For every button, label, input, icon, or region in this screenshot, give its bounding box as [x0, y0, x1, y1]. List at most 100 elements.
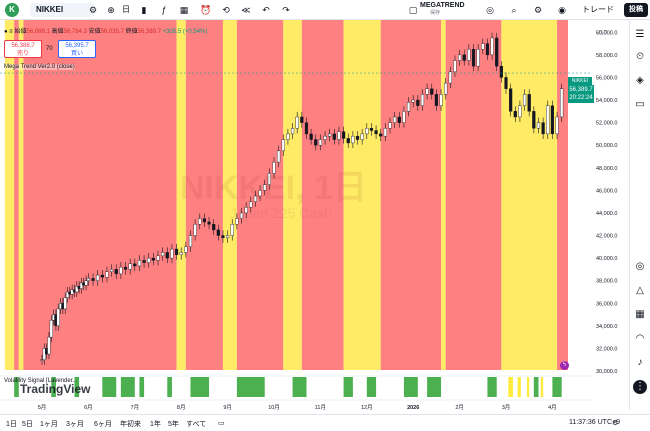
candle-body	[369, 128, 374, 131]
candle-body	[212, 224, 216, 231]
replay-icon[interactable]: ⟲	[222, 5, 230, 15]
notifications-icon[interactable]: ♪	[637, 357, 643, 368]
candle-body	[411, 99, 415, 103]
spread-value: 70	[46, 46, 53, 52]
candle-type-icon[interactable]: ▮	[141, 5, 147, 15]
candle-body	[75, 286, 79, 293]
candle-body	[434, 94, 438, 106]
last-price-time: 20:22:24	[569, 95, 593, 101]
range-5y[interactable]: 5年	[168, 421, 179, 428]
range-6m[interactable]: 6ヶ月	[94, 421, 112, 428]
signal-bar	[190, 377, 210, 397]
candle-body	[258, 190, 262, 197]
price-chart[interactable]: 60,000.0 58,000.0 56,000.0 54,000.0 52,000.0…	[0, 20, 629, 414]
layers-icon[interactable]: ◈	[636, 75, 644, 86]
sell-button[interactable]: 56,388.7 売り	[4, 40, 42, 58]
candle-body	[49, 319, 53, 338]
indicators-icon[interactable]: ƒ	[161, 5, 167, 15]
target-icon[interactable]: ◎	[635, 261, 645, 272]
signal-bar	[139, 377, 145, 397]
volatility-indicator-legend[interactable]: Volatility Signal [Lavender...	[4, 378, 78, 384]
candle-body	[360, 133, 364, 140]
signal-bar	[403, 377, 418, 397]
date-range-icon[interactable]: ▭	[218, 420, 225, 427]
candle-body	[332, 133, 336, 140]
range-ytd[interactable]: 年初来	[120, 421, 141, 428]
candle-body	[444, 82, 448, 95]
candle-body	[527, 94, 531, 112]
layout-icon[interactable]: ▦	[179, 5, 189, 15]
candle-body	[365, 128, 369, 135]
change-value: +305.5 (+0.54%)	[162, 29, 208, 35]
y-tick-label: 56,000.0	[596, 75, 617, 81]
candle-body	[439, 94, 443, 106]
x-tick-label: 9月	[223, 404, 232, 411]
alert-icon[interactable]: ⏰	[200, 5, 212, 15]
settings-icon[interactable]: ⚙	[612, 420, 619, 427]
candle-body	[495, 37, 499, 67]
symbol-search[interactable]: NIKKEI	[30, 3, 94, 17]
post-button[interactable]: 投稿	[624, 3, 648, 17]
symbol-tag: NIKKEI	[568, 77, 592, 85]
signal-bar	[102, 377, 117, 397]
range-5d[interactable]: 5日	[22, 421, 33, 428]
palette-icon[interactable]: ◎	[486, 5, 494, 15]
candle-body	[133, 263, 137, 267]
candle-body	[425, 88, 429, 95]
calendar-icon[interactable]: ▦	[635, 309, 645, 320]
candle-body	[123, 266, 128, 270]
x-tick-label: 4月	[548, 404, 557, 411]
trend-zone	[18, 20, 24, 370]
candle-body	[328, 133, 332, 137]
open-value: 56,086.1	[26, 29, 50, 35]
x-tick-label: 12月	[361, 404, 373, 411]
indicator-legend[interactable]: Mega Trend Ver2.0 (close)	[4, 64, 75, 70]
chat-icon[interactable]: ▭	[635, 99, 645, 110]
candle-body	[100, 274, 104, 278]
y-tick-label: 58,000.0	[596, 53, 617, 59]
layout-name[interactable]: MEGATREND	[420, 2, 465, 9]
broadcast-icon[interactable]: ◠	[635, 333, 645, 344]
event-flag-icon[interactable]: ϟ	[560, 361, 569, 370]
signal-bar	[51, 377, 56, 397]
x-tick-label: 10月	[268, 404, 280, 411]
interval-button[interactable]: 日	[122, 5, 130, 14]
range-all[interactable]: すべて	[186, 421, 207, 428]
buy-button[interactable]: 56,395.7 買い	[58, 40, 96, 58]
camera-icon[interactable]: ◉	[558, 5, 566, 15]
range-1y[interactable]: 1年	[150, 421, 161, 428]
candle-body	[304, 122, 309, 135]
chart-watermark-title: NIKKEI, 1日	[180, 169, 368, 207]
settings-icon[interactable]: ⚙	[533, 5, 543, 15]
signal-bar	[167, 377, 172, 397]
chevron-down-icon[interactable]: ≪	[241, 5, 251, 15]
candle-body	[96, 274, 100, 281]
eye-icon[interactable]: ≡	[9, 29, 13, 35]
redo-icon[interactable]: ↷	[282, 5, 290, 15]
signal-bar	[74, 377, 80, 397]
candle-body	[467, 49, 471, 61]
range-1d[interactable]: 1日	[6, 421, 17, 428]
candle-body	[397, 116, 401, 123]
candle-body	[420, 94, 425, 106]
logo-icon[interactable]: K	[5, 3, 19, 17]
layout-grid-icon[interactable]: ▢	[408, 5, 418, 15]
trend-zone	[23, 20, 177, 370]
compare-icon[interactable]: ⊕	[107, 5, 115, 15]
candle-body	[235, 218, 239, 225]
more-apps-icon[interactable]: ⋮	[633, 380, 647, 394]
signal-bar	[533, 377, 539, 397]
undo-icon[interactable]: ↶	[262, 5, 270, 15]
visibility-icon[interactable]: ●	[4, 29, 8, 35]
alerts-clock-icon[interactable]: ⏲	[636, 51, 644, 62]
bottom-toolbar: 1日 5日 1ヶ月 3ヶ月 6ヶ月 年初来 1年 5年 すべて ▭ 11:37:…	[0, 414, 650, 431]
candle-body	[458, 54, 462, 61]
range-3m[interactable]: 3ヶ月	[66, 421, 84, 428]
trend-zone	[501, 20, 558, 370]
settings-icon[interactable]: ⚙	[88, 5, 98, 15]
watchlist-icon[interactable]: ☰	[635, 29, 645, 40]
mountain-icon[interactable]: △	[636, 285, 644, 296]
search-icon[interactable]: ⌕	[511, 5, 517, 15]
trade-button[interactable]: トレード	[582, 5, 614, 14]
range-1m[interactable]: 1ヶ月	[40, 421, 58, 428]
